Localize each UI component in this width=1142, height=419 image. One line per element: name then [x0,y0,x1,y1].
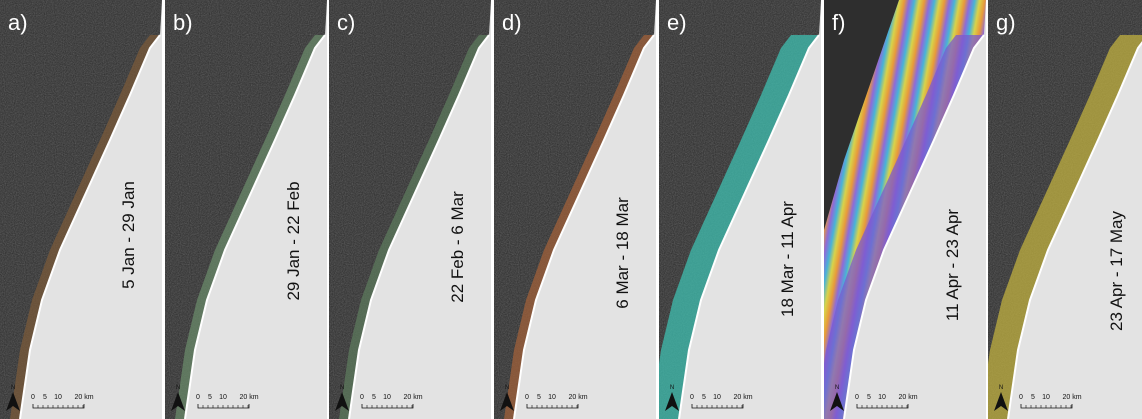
scale-tick-label: 5 [702,394,706,401]
panel-label: c) [337,10,355,35]
scale-tick-label: 5 [208,394,212,401]
date-range: 18 Mar - 11 Apr [778,201,797,317]
scale-tick-label: 10 [1042,394,1050,401]
north-arrow [335,392,350,411]
date-range: 6 Mar - 18 Mar [613,197,632,309]
date-range: 23 Apr - 17 May [1107,211,1126,332]
fringe-band [658,35,819,419]
scale-tick-label: 10 [878,394,886,401]
coastline [19,34,161,419]
north-label: N [176,385,180,391]
panel-label: b) [173,10,193,35]
scale-tick-label: 10 [713,394,721,401]
panel-label: d) [502,10,522,35]
scale-tick-label: 20 km [733,394,752,401]
scale-tick-label: 0 [360,394,364,401]
scale-tick-label: 20 km [239,394,258,401]
panel: g) 23 Apr - 17 May N 0 5 10 20 km [988,0,1142,419]
scale-tick-label: 5 [867,394,871,401]
panel: c) 22 Feb - 6 Mar N 0 5 10 20 km [329,0,492,419]
scale-tick-label: 0 [196,394,200,401]
scale-bar [856,404,908,409]
scale-tick-label: 5 [1031,394,1035,401]
north-label: N [340,385,344,391]
scale-bar [32,404,85,409]
scale-tick-label: 5 [537,394,541,401]
coastline [677,34,820,419]
panel: f) 11 Apr - 23 Apr N 0 5 10 20 km [823,0,986,419]
scale-tick-label: 20 km [74,394,93,401]
scale-bar [526,404,579,409]
panel-label: e) [667,10,687,35]
date-range: 11 Apr - 23 Apr [943,209,962,321]
panel: a) 5 Jan - 29 Jan N 0 5 10 20 km [0,0,162,419]
scale-tick-label: 10 [383,394,391,401]
scale-tick-label: 5 [43,394,47,401]
scale-tick-label: 20 km [569,394,588,401]
north-label: N [999,385,1003,391]
date-range: 22 Feb - 6 Mar [448,191,467,303]
scale-tick-label: 20 km [898,394,917,401]
panel: d) 6 Mar - 18 Mar N 0 5 10 20 km [494,0,657,419]
north-label: N [834,385,838,391]
dark-area [823,0,899,230]
coastline [1007,41,1142,419]
date-range: 29 Jan - 22 Feb [284,181,303,300]
north-arrow [6,392,20,411]
scale-tick-label: 20 km [404,394,423,401]
fringe-band [823,35,984,419]
north-label: N [11,385,15,391]
scale-tick-label: 0 [690,394,694,401]
panel-label: g) [996,10,1016,35]
scale-bar [197,404,250,409]
north-arrow [170,392,185,411]
panel-label: a) [8,10,28,35]
date-range: 5 Jan - 29 Jan [119,181,138,289]
north-arrow [664,392,679,411]
scale-tick-label: 10 [54,394,62,401]
scale-tick-label: 20 km [1063,394,1082,401]
north-arrow [500,392,515,411]
north-arrow [829,392,844,411]
panel-label: f) [832,10,845,35]
scale-tick-label: 0 [31,394,35,401]
north-label: N [670,385,674,391]
panel: b) 29 Jan - 22 Feb N 0 5 10 20 km [164,0,327,419]
panel: e) 18 Mar - 11 Apr N 0 5 10 20 km [658,0,821,419]
scale-tick-label: 0 [1019,394,1023,401]
scale-tick-label: 10 [219,394,227,401]
scale-bar [691,404,744,409]
coastline [183,34,326,419]
scale-tick-label: 0 [525,394,529,401]
scale-tick-label: 0 [855,394,859,401]
scale-bar [361,404,414,409]
coastline [842,34,985,419]
coastline [513,34,655,419]
north-arrow [994,392,1009,411]
coastline [348,34,491,419]
north-label: N [505,385,509,391]
scale-tick-label: 5 [372,394,376,401]
scale-bar [1020,404,1073,409]
scale-tick-label: 10 [548,394,556,401]
